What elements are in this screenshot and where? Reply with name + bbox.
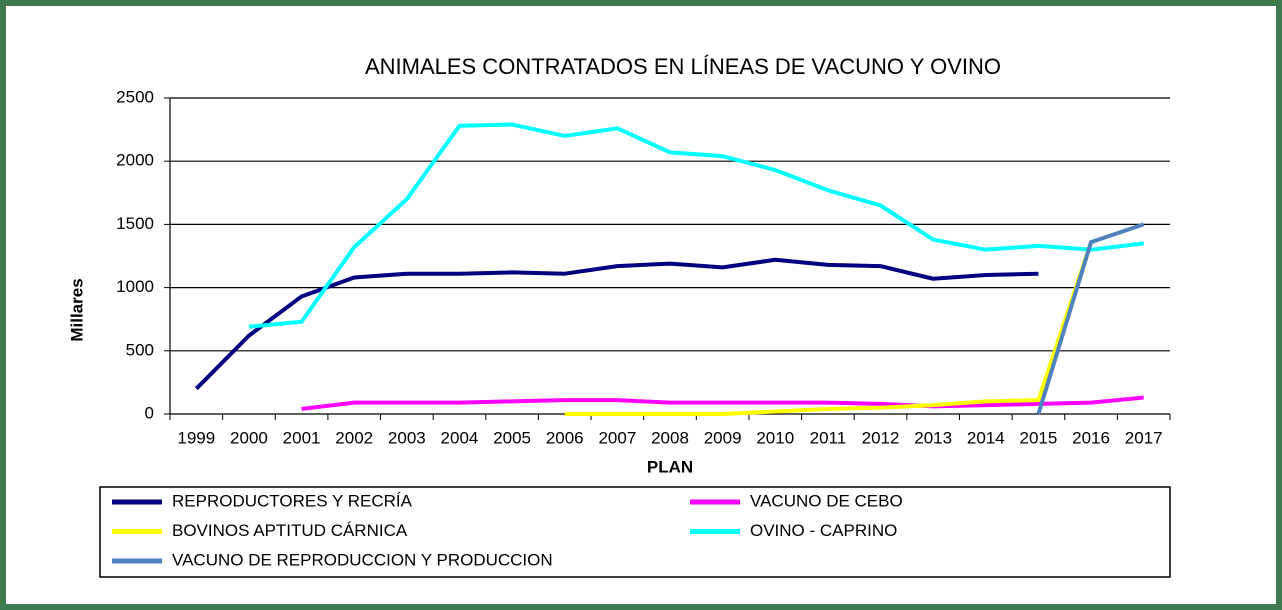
legend-label: BOVINOS APTITUD CÁRNICA: [172, 521, 408, 540]
series-line: [564, 241, 1093, 416]
y-tick-label: 0: [145, 403, 154, 422]
y-tick-label: 1000: [116, 277, 154, 296]
x-tick-label: 2016: [1072, 428, 1110, 447]
y-axis-label: Millares: [67, 278, 86, 341]
x-tick-label: 2012: [862, 428, 900, 447]
x-tick-label: 1999: [177, 428, 215, 447]
x-tick-label: 2006: [546, 428, 584, 447]
x-tick-label: 2004: [441, 428, 479, 447]
x-tick-label: 2008: [651, 428, 689, 447]
x-tick-label: 2010: [756, 428, 794, 447]
x-tick-label: 2014: [967, 428, 1005, 447]
x-tick-label: 2009: [704, 428, 742, 447]
legend-label: VACUNO DE REPRODUCCION Y PRODUCCION: [172, 550, 553, 569]
series-line: [1036, 222, 1145, 415]
y-tick-label: 500: [126, 340, 154, 359]
x-tick-label: 2017: [1125, 428, 1163, 447]
chart-title: ANIMALES CONTRATADOS EN LÍNEAS DE VACUNO…: [365, 54, 1001, 79]
y-tick-label: 2500: [116, 87, 154, 106]
y-tick-label: 1500: [116, 214, 154, 233]
x-tick-label: 2013: [914, 428, 952, 447]
x-tick-label: 2000: [230, 428, 268, 447]
legend-label: VACUNO DE CEBO: [750, 491, 903, 510]
x-tick-label: 2015: [1020, 428, 1058, 447]
series-line: [194, 257, 1039, 391]
legend-label: OVINO - CAPRINO: [750, 521, 897, 540]
series-line: [248, 122, 1144, 329]
x-tick-label: 2003: [388, 428, 426, 447]
x-axis-label: PLAN: [647, 457, 693, 476]
x-tick-label: 2005: [493, 428, 531, 447]
y-tick-label: 2000: [116, 151, 154, 170]
x-tick-label: 2001: [283, 428, 321, 447]
legend-label: REPRODUCTORES Y RECRÍA: [172, 491, 413, 510]
x-tick-label: 2002: [335, 428, 373, 447]
x-tick-label: 2011: [810, 428, 847, 447]
series-line: [301, 395, 1144, 411]
legend-box: [99, 486, 1171, 578]
x-tick-label: 2007: [598, 428, 636, 447]
